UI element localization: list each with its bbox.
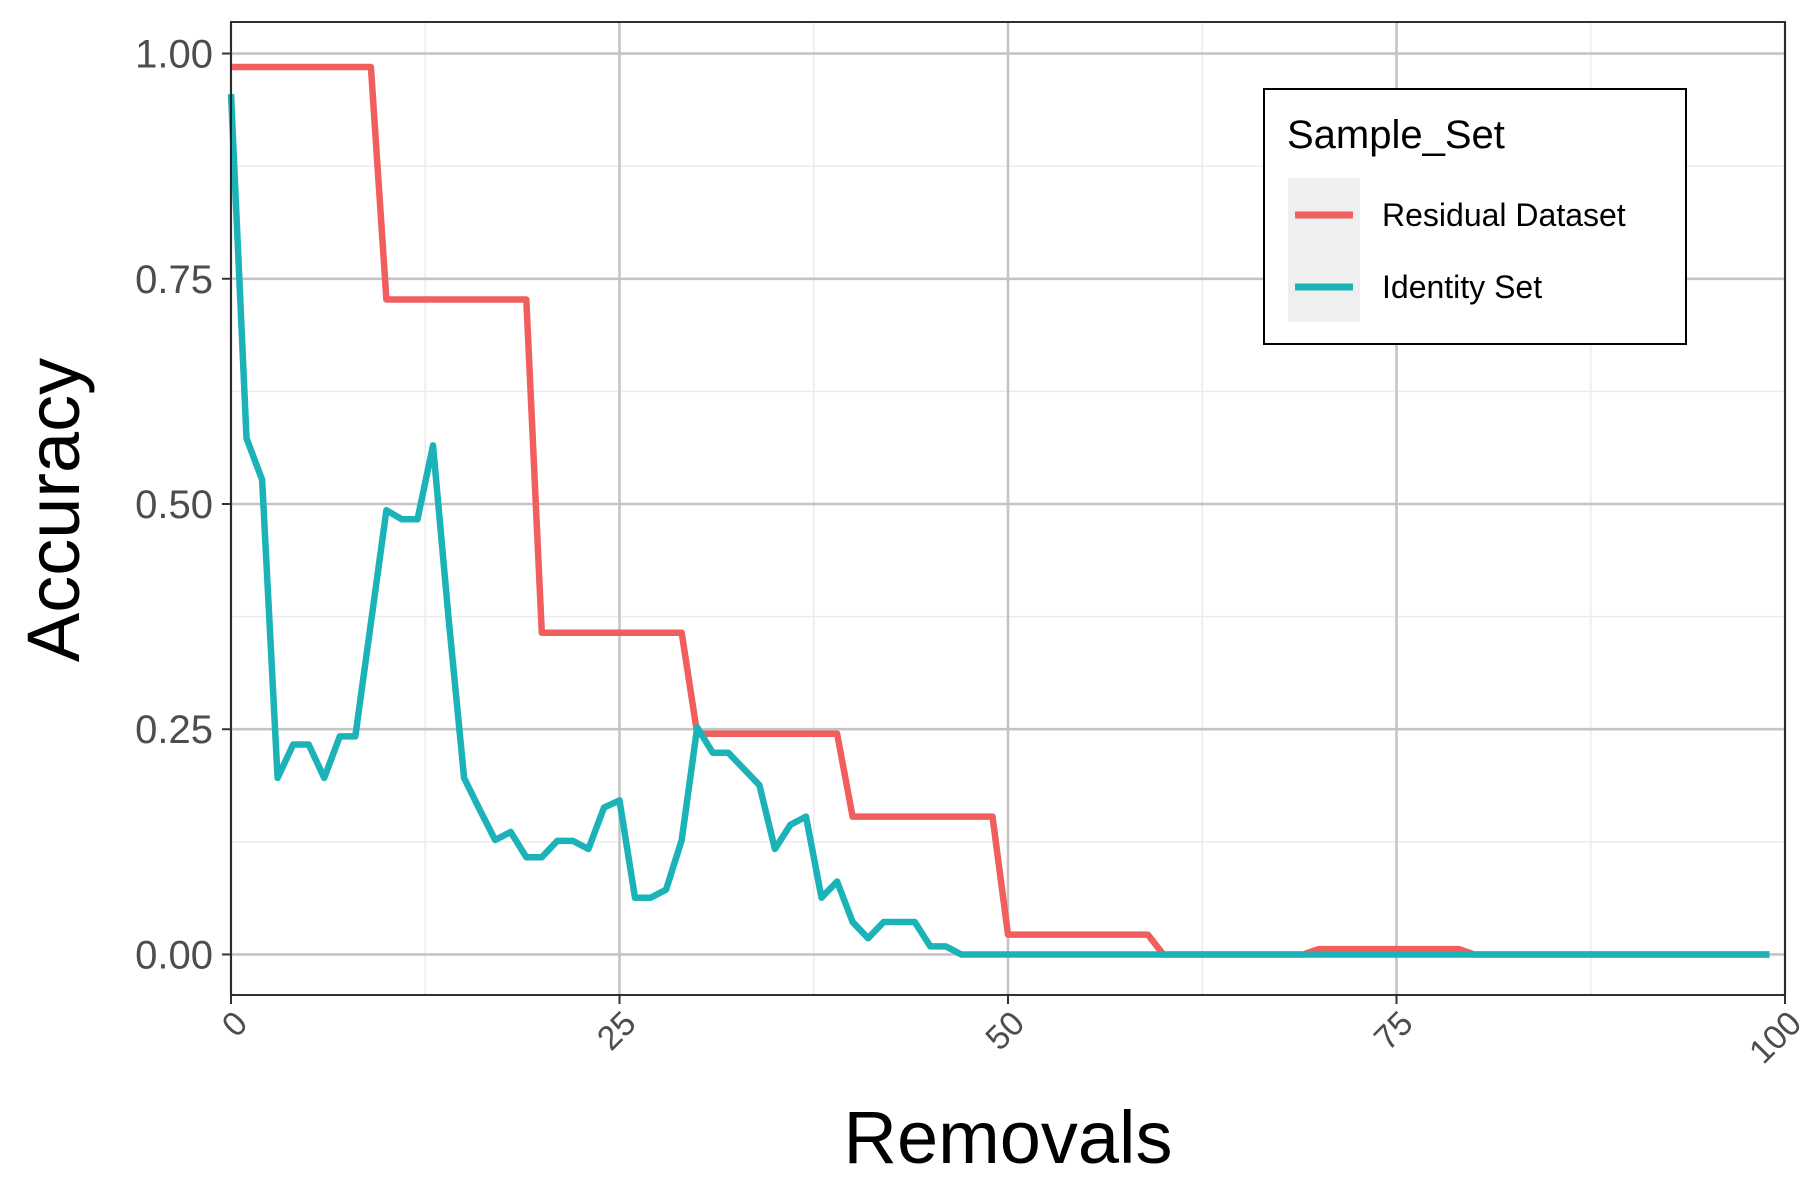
- x-tick-label: 50: [978, 1004, 1032, 1058]
- legend-label-residual-dataset: Residual Dataset: [1382, 197, 1626, 233]
- y-tick-label: 0.25: [135, 708, 213, 752]
- x-tick-label: 25: [590, 1004, 644, 1058]
- legend-title: Sample_Set: [1287, 113, 1505, 157]
- series-line-residual-dataset: [231, 63, 1770, 958]
- x-axis: 0 25 50 75 100: [215, 995, 1800, 1071]
- x-tick-label: 75: [1367, 1004, 1421, 1058]
- legend-key-background: [1288, 178, 1360, 322]
- y-axis: 0.00 0.25 0.50 0.75 1.00: [135, 33, 231, 977]
- legend-label-identity-set: Identity Set: [1382, 269, 1542, 305]
- legend: Sample_Set Residual Dataset Identity Set: [1263, 88, 1687, 345]
- x-axis-title: Removals: [844, 1096, 1173, 1179]
- y-tick-label: 0.75: [135, 258, 213, 302]
- series-line-identity-set: [227, 93, 1770, 958]
- y-tick-label: 0.50: [135, 483, 213, 527]
- x-tick-label: 0: [215, 1004, 255, 1044]
- y-tick-label: 0.00: [135, 933, 213, 977]
- x-tick-label: 100: [1742, 1004, 1800, 1071]
- y-axis-title: Accuracy: [12, 358, 95, 662]
- y-tick-label: 1.00: [135, 33, 213, 77]
- series-lines: [227, 63, 1770, 958]
